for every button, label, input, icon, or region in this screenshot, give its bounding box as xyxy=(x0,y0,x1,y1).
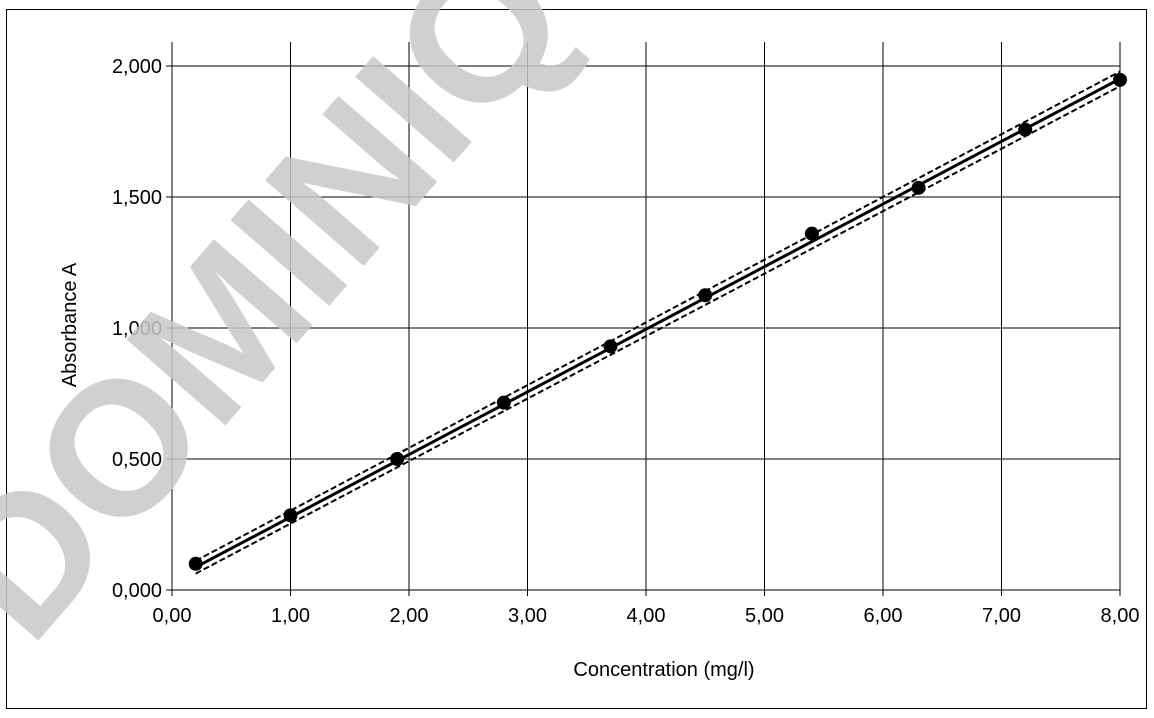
y-tick-label: 1,000 xyxy=(112,318,162,340)
figure-border xyxy=(6,9,1147,709)
x-tick-label: 4,00 xyxy=(627,605,666,627)
data-point xyxy=(496,395,511,410)
series-layer xyxy=(194,70,1121,575)
x-tick-label: 5,00 xyxy=(745,605,784,627)
y-tick-label: 0,500 xyxy=(112,449,162,471)
data-point xyxy=(283,508,298,523)
x-axis-title: Concentration (mg/l) xyxy=(573,659,754,681)
regression-line xyxy=(194,77,1121,569)
data-point xyxy=(911,180,926,195)
data-point xyxy=(698,288,713,303)
x-tick-label: 2,00 xyxy=(390,605,429,627)
x-tick-label: 0,00 xyxy=(153,605,192,627)
data-point xyxy=(1018,122,1033,137)
y-tick-label: 2,000 xyxy=(112,56,162,78)
data-points xyxy=(188,72,1127,571)
data-point xyxy=(188,556,203,571)
y-axis-title: Absorbance A xyxy=(59,262,81,387)
y-tick-label: 0,000 xyxy=(112,580,162,602)
y-tick-label: 1,500 xyxy=(112,187,162,209)
confidence-band-line xyxy=(195,70,1121,562)
data-point xyxy=(804,226,819,241)
x-tick-label: 3,00 xyxy=(508,605,547,627)
tick-labels: 0,00 1,00 2,00 3,00 4,00 5,00 6,00 7,00 8,00 0,00… xyxy=(112,56,1140,627)
data-point xyxy=(603,339,618,354)
x-tick-label: 7,00 xyxy=(982,605,1021,627)
data-point xyxy=(390,452,405,466)
confidence-band-line xyxy=(195,85,1121,575)
data-point xyxy=(1113,72,1127,87)
x-tick-label: 8,00 xyxy=(1101,605,1140,627)
x-tick-label: 1,00 xyxy=(271,605,310,627)
x-tick-label: 6,00 xyxy=(864,605,903,627)
axes xyxy=(166,65,1121,596)
